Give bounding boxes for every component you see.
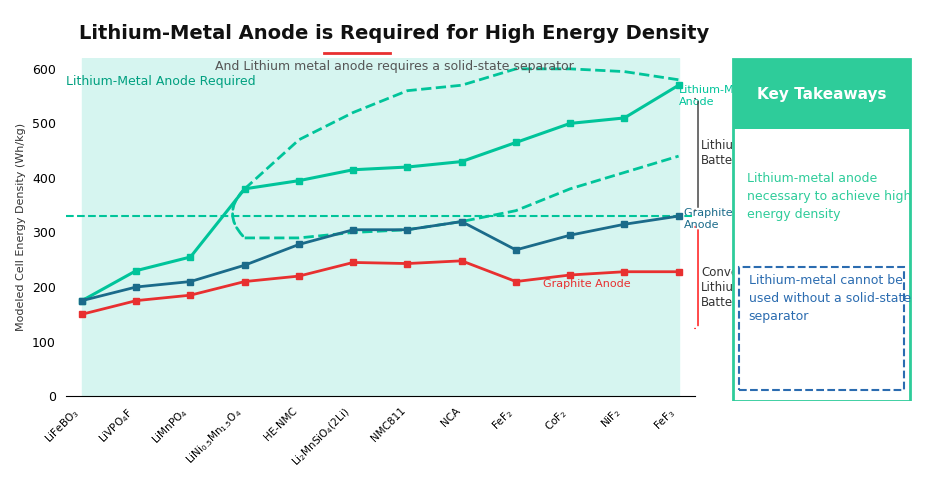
Text: Lithium-Metal Anode Required: Lithium-Metal Anode Required [66,75,255,88]
Text: Lithium-metal cannot be
used without a solid-state
separator: Lithium-metal cannot be used without a s… [748,274,911,323]
Text: And Lithium metal anode requires a solid-state separator: And Lithium metal anode requires a solid… [215,60,574,73]
Text: Graphite / Silicon
Anode: Graphite / Silicon Anode [684,208,780,229]
Text: Conventional
Lithium-Ion
Batteries: Conventional Lithium-Ion Batteries [701,266,779,310]
Text: Lithium-metal anode
necessary to achieve high
energy density: Lithium-metal anode necessary to achieve… [747,171,911,221]
Text: Graphite Anode: Graphite Anode [543,279,631,289]
Text: Lithium-Metal
Anode: Lithium-Metal Anode [679,85,756,107]
Text: Lithium-Metal Anode is Required for High Energy Density: Lithium-Metal Anode is Required for High… [79,24,710,43]
Text: Lithium-Metal
Batteries: Lithium-Metal Batteries [701,139,783,167]
FancyBboxPatch shape [733,59,911,401]
Y-axis label: Modeled Cell Energy Density (Wh/kg): Modeled Cell Energy Density (Wh/kg) [17,123,26,331]
Text: Key Takeaways: Key Takeaways [757,86,886,101]
FancyBboxPatch shape [733,59,911,129]
Bar [82,58,679,396]
FancyBboxPatch shape [739,267,904,390]
